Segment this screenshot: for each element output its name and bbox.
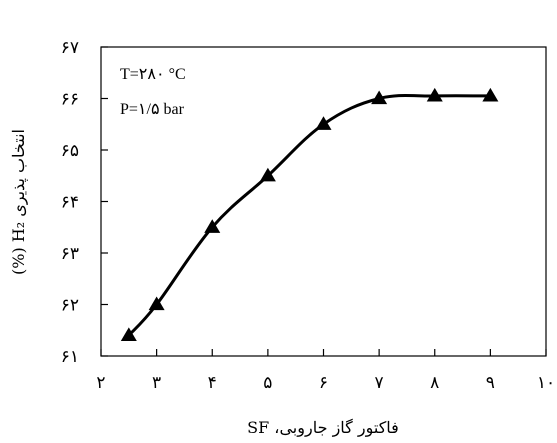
x-tick-label: ۶ — [319, 373, 328, 393]
y-tick-label: ۶۵ — [61, 141, 79, 161]
y-tick-label: ۶۶ — [61, 90, 79, 110]
x-tick-label: ۱۰ — [537, 373, 555, 393]
y-tick-label: ۶۴ — [61, 193, 79, 213]
x-tick-label: ۹ — [486, 373, 495, 393]
x-axis-ticks: ۲ ۳ ۴ ۵ ۶ ۷ ۸ ۹ ۱۰ — [96, 349, 555, 393]
y-tick-label: ۶۱ — [61, 347, 79, 367]
series-layer — [120, 87, 499, 341]
data-point-marker — [204, 219, 221, 233]
pressure-annotation: P=۱/۵ bar — [120, 101, 185, 118]
temperature-annotation: T=۲۸۰ °C — [120, 66, 186, 83]
x-tick-label: ۴ — [208, 373, 217, 393]
data-point-marker — [482, 87, 499, 102]
y-axis-title: انتخاب پذیری H₂ (%) — [9, 129, 28, 275]
data-point-marker — [148, 296, 165, 311]
x-tick-label: ۵ — [263, 373, 272, 393]
x-tick-label: ۸ — [430, 373, 439, 393]
x-tick-label: ۷ — [375, 373, 384, 393]
data-point-marker — [259, 167, 276, 182]
x-tick-label: ۲ — [96, 373, 105, 393]
x-axis-title: فاکتور گاز جاروبی، SF — [247, 418, 399, 437]
y-axis-ticks: ۶۱ ۶۲ ۶۳ ۶۴ ۶۵ ۶۶ ۶۷ — [61, 38, 108, 367]
data-point-marker — [120, 327, 137, 341]
series-line — [127, 93, 491, 337]
plot-frame — [100, 46, 547, 357]
y-tick-label: ۶۲ — [61, 296, 79, 316]
data-point-marker — [426, 87, 443, 102]
data-point-marker — [371, 90, 388, 105]
y-tick-label: ۶۳ — [61, 244, 79, 264]
x-tick-label: ۳ — [152, 373, 161, 393]
y-tick-label: ۶۷ — [61, 38, 79, 58]
data-point-marker — [315, 116, 332, 130]
